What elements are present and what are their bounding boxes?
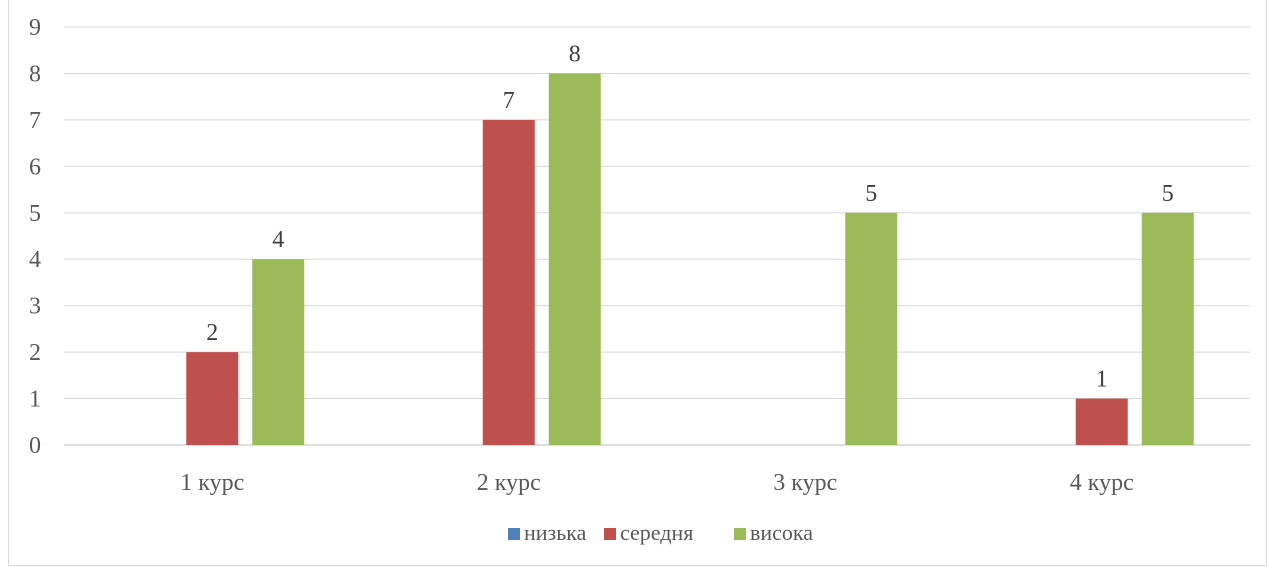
legend-item: низька [508, 520, 587, 545]
bar-2-2 [845, 212, 898, 445]
legend-swatch [604, 528, 616, 540]
legend: низька середня висока [508, 520, 813, 545]
y-tick-label: 2 [29, 340, 41, 366]
x-axis-categories: 1 курс 2 курс 3 курс 4 курс [180, 470, 1133, 496]
category-label: 4 курс [1070, 470, 1134, 496]
y-tick-label: 6 [29, 154, 41, 180]
y-tick-label: 3 [29, 294, 41, 320]
y-tick-label: 5 [29, 201, 41, 227]
legend-item: середня [604, 520, 693, 545]
y-tick-label: 1 [29, 387, 41, 413]
data-label: 1 [1096, 367, 1108, 393]
gridlines [64, 26, 1250, 446]
legend-label: низька [524, 520, 587, 545]
bar-1-3 [1075, 398, 1128, 445]
y-axis-ticks: 0 1 2 3 4 5 6 7 8 9 [29, 15, 41, 459]
category-label: 3 курс [773, 470, 837, 496]
data-label: 4 [272, 227, 284, 253]
y-tick-label: 7 [29, 108, 41, 134]
chart-frame [8, 0, 1267, 566]
bar-2-0 [252, 259, 305, 445]
y-tick-label: 0 [29, 433, 41, 459]
data-label: 2 [206, 320, 218, 346]
bar-1-0 [186, 352, 239, 445]
legend-swatch [508, 528, 520, 540]
bar-2-1 [548, 73, 601, 445]
legend-label: середня [620, 520, 693, 545]
y-tick-label: 9 [29, 15, 41, 41]
y-tick-label: 8 [29, 61, 41, 87]
data-label: 8 [569, 41, 581, 67]
data-label: 5 [865, 181, 877, 207]
category-label: 1 курс [180, 470, 244, 496]
bar-1-1 [482, 119, 535, 445]
data-labels: 2 4 7 8 5 1 5 [206, 41, 1174, 392]
data-label: 7 [503, 88, 515, 114]
y-tick-label: 4 [29, 247, 41, 273]
bars [186, 73, 1194, 445]
data-label: 5 [1162, 181, 1174, 207]
legend-label: висока [750, 520, 813, 545]
bar-2-3 [1141, 212, 1194, 445]
category-label: 2 курс [477, 470, 541, 496]
legend-swatch [734, 528, 746, 540]
legend-item: висока [734, 520, 813, 545]
